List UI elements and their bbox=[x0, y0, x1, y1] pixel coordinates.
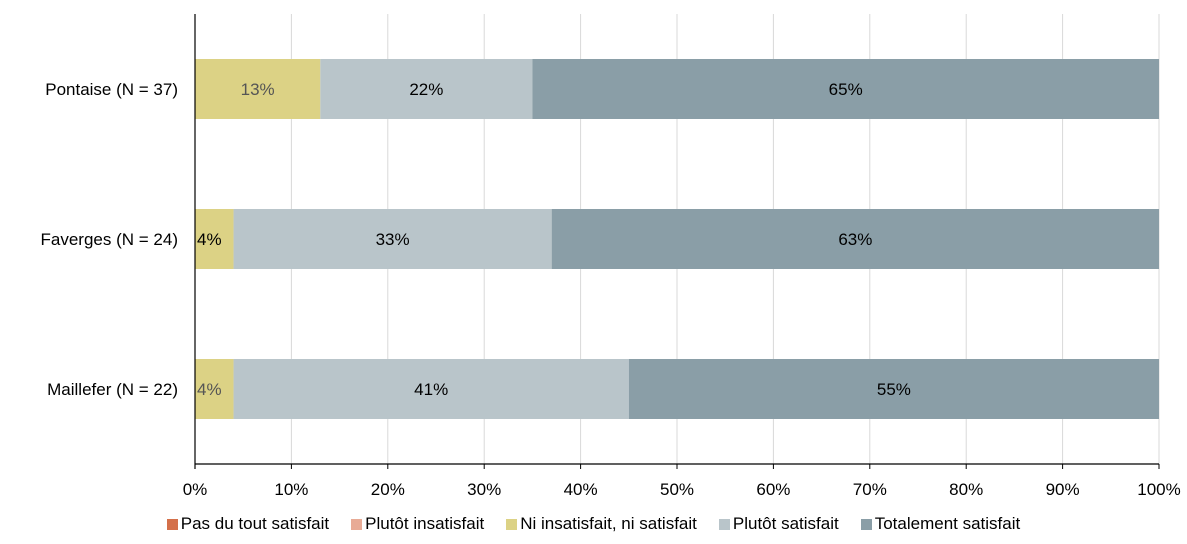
legend-item: Totalement satisfait bbox=[860, 514, 1021, 534]
x-tick-label: 10% bbox=[274, 480, 308, 499]
bar-segment bbox=[195, 59, 321, 119]
x-tick-label: 0% bbox=[183, 480, 208, 499]
bar-segment bbox=[628, 359, 1159, 419]
data-label: 63% bbox=[838, 230, 872, 249]
y-category-label: Pontaise (N = 37) bbox=[45, 80, 178, 99]
bar-segment bbox=[195, 209, 234, 269]
x-tick-label: 80% bbox=[949, 480, 983, 499]
x-tick-label: 30% bbox=[467, 480, 501, 499]
bar-segment bbox=[195, 359, 234, 419]
bar-segment bbox=[233, 209, 552, 269]
chart-legend: Pas du tout satisfait Plutôt insatisfait N… bbox=[0, 511, 1187, 537]
legend-item: Plutôt insatisfait bbox=[351, 514, 484, 534]
legend-item: Ni insatisfait, ni satisfait bbox=[506, 514, 697, 534]
legend-label: Totalement satisfait bbox=[874, 514, 1021, 533]
data-label: 4% bbox=[197, 230, 222, 249]
legend-swatch bbox=[506, 518, 518, 530]
legend-label: Plutôt insatisfait bbox=[365, 514, 485, 533]
data-label: 33% bbox=[376, 230, 410, 249]
legend-item: Pas du tout satisfait bbox=[166, 514, 330, 534]
legend-label: Ni insatisfait, ni satisfait bbox=[520, 514, 697, 533]
legend-item: Plutôt satisfait bbox=[718, 514, 839, 534]
legend-swatch bbox=[718, 518, 730, 530]
data-label: 13% bbox=[241, 80, 275, 99]
data-label: 55% bbox=[877, 380, 911, 399]
legend-swatch bbox=[351, 518, 363, 530]
data-label: 65% bbox=[829, 80, 863, 99]
x-tick-label: 20% bbox=[371, 480, 405, 499]
x-tick-label: 50% bbox=[660, 480, 694, 499]
x-tick-label: 60% bbox=[756, 480, 790, 499]
y-category-label: Faverges (N = 24) bbox=[41, 230, 178, 249]
x-tick-label: 90% bbox=[1046, 480, 1080, 499]
x-tick-label: 70% bbox=[853, 480, 887, 499]
y-category-label: Maillefer (N = 22) bbox=[47, 380, 178, 399]
bar-segment bbox=[532, 59, 1159, 119]
legend-swatch bbox=[860, 518, 872, 530]
bar-segment bbox=[320, 59, 533, 119]
data-label: 4% bbox=[197, 380, 222, 399]
legend-label: Pas du tout satisfait bbox=[180, 514, 330, 533]
x-tick-label: 100% bbox=[1137, 480, 1180, 499]
bar-segment bbox=[233, 359, 629, 419]
x-tick-label: 40% bbox=[564, 480, 598, 499]
data-label: 41% bbox=[414, 380, 448, 399]
legend-label: Plutôt satisfait bbox=[732, 514, 839, 533]
data-label: 22% bbox=[409, 80, 443, 99]
bar-segment bbox=[551, 209, 1159, 269]
legend-swatch bbox=[166, 518, 178, 530]
